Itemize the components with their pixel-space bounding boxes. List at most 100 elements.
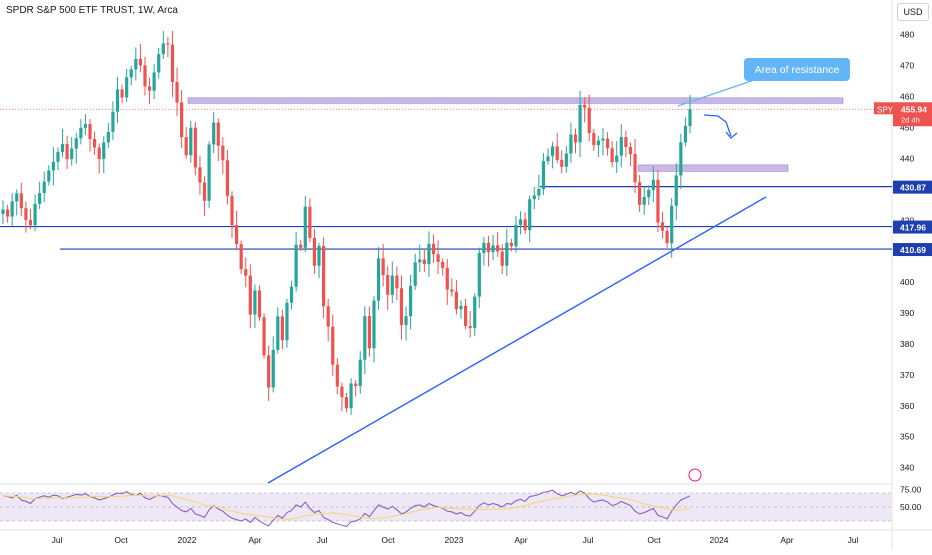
x-tick-label: 2023 xyxy=(445,535,464,545)
candle-body xyxy=(427,243,431,265)
candle-body xyxy=(399,288,404,326)
candle-body xyxy=(454,291,459,310)
level-badge xyxy=(893,220,932,234)
rsi-ma-line xyxy=(2,493,691,520)
y-tick-label: 480 xyxy=(900,30,914,40)
candle-body xyxy=(51,161,55,171)
y-tick-label: 400 xyxy=(900,277,914,287)
x-tick-label: Apr xyxy=(780,535,793,545)
candle-body xyxy=(33,203,37,226)
candle-body xyxy=(354,383,358,386)
candle-body xyxy=(207,144,211,201)
candle-body xyxy=(638,182,642,205)
candle-body xyxy=(70,148,74,160)
candle-body xyxy=(349,383,353,409)
candle-body xyxy=(500,251,504,266)
currency-button[interactable]: USD xyxy=(897,3,929,21)
candle-body xyxy=(93,138,97,148)
candle-body xyxy=(404,316,408,326)
candle-body xyxy=(184,137,188,156)
candle-body xyxy=(363,316,367,360)
candle-body xyxy=(42,181,46,194)
candle-body xyxy=(189,127,193,156)
candle-body xyxy=(619,137,623,156)
candle-body xyxy=(560,159,564,167)
x-tick-label: Oct xyxy=(114,535,128,545)
candle-body xyxy=(230,195,234,226)
candle-body xyxy=(147,86,152,91)
candle-body xyxy=(532,195,536,200)
candle-body xyxy=(546,156,550,162)
candle-body xyxy=(642,197,646,205)
candle-body xyxy=(422,259,426,265)
candle-body xyxy=(528,199,532,231)
candle-body xyxy=(390,275,394,295)
candle-body xyxy=(578,104,582,143)
candle-body xyxy=(125,77,129,98)
candle-body xyxy=(225,160,230,196)
candle-body xyxy=(65,143,69,160)
candle-body xyxy=(143,65,147,87)
candle-body xyxy=(280,316,284,341)
candle-body xyxy=(271,349,275,388)
y-tick-label: 460 xyxy=(900,92,914,102)
candle-body xyxy=(166,43,170,45)
candle-body xyxy=(170,44,175,83)
resistance-zone xyxy=(187,97,844,104)
candle-body xyxy=(335,364,339,387)
candle-body xyxy=(569,134,573,154)
candle-body xyxy=(679,142,683,176)
candle-body xyxy=(303,206,307,248)
candle-body xyxy=(541,161,546,190)
candle-body xyxy=(358,359,362,386)
level-badge xyxy=(893,180,932,194)
candle-body xyxy=(216,122,220,146)
candle-body xyxy=(376,258,381,301)
candle-body xyxy=(459,305,463,310)
candle-body xyxy=(175,82,179,103)
candle-body xyxy=(198,167,202,183)
x-tick-label: Apr xyxy=(514,535,527,545)
candle-body xyxy=(518,219,523,225)
callout-pointer xyxy=(677,77,761,107)
y-tick-label: 470 xyxy=(900,61,914,71)
candle-body xyxy=(473,296,477,328)
candle-body xyxy=(289,286,294,303)
candle-body xyxy=(656,179,660,223)
candle-body xyxy=(647,189,651,198)
candle-body xyxy=(111,111,115,132)
candle-body xyxy=(161,43,165,55)
candle-body xyxy=(19,193,23,209)
candle-body xyxy=(605,138,610,149)
candle-body xyxy=(88,124,92,139)
candle-body xyxy=(615,155,619,163)
candle-body xyxy=(102,142,106,160)
candle-body xyxy=(431,243,436,255)
candle-body xyxy=(496,245,500,252)
candle-body xyxy=(491,245,495,253)
y-tick-label: 370 xyxy=(900,370,914,380)
level-badge-label: 410.69 xyxy=(900,245,926,255)
level-badge-label: 417.96 xyxy=(900,223,926,233)
candle-body xyxy=(505,242,509,266)
candle-body xyxy=(537,189,541,196)
candle-body xyxy=(267,355,271,388)
ascending-trendline xyxy=(267,196,767,484)
candle-body xyxy=(450,289,454,292)
candle-body xyxy=(573,134,578,143)
candle-body xyxy=(97,147,101,160)
x-tick-label: Oct xyxy=(647,535,661,545)
candle-body xyxy=(445,267,449,290)
candle-body xyxy=(340,386,344,398)
candle-body xyxy=(596,140,600,146)
candle-body xyxy=(308,206,312,238)
candle-body xyxy=(253,290,257,315)
x-tick-label: Oct xyxy=(381,535,395,545)
candle-body xyxy=(276,316,280,350)
candle-body xyxy=(674,175,678,206)
countdown-label: 2d 4h xyxy=(901,115,920,124)
candle-body xyxy=(239,244,243,270)
candle-body xyxy=(312,237,317,266)
